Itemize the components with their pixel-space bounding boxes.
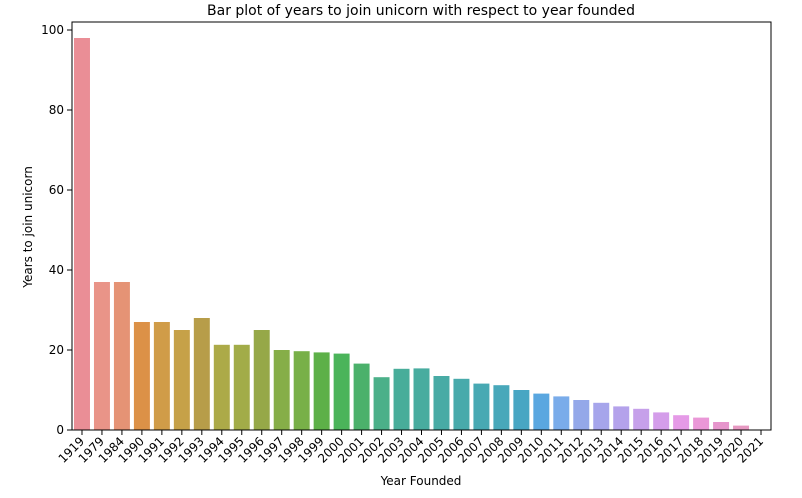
bar-1992 — [173, 330, 190, 430]
plot-frame — [71, 21, 772, 431]
bar-2006 — [453, 378, 470, 430]
bar-1994 — [213, 344, 230, 430]
bar-2011 — [553, 396, 570, 430]
bar-1984 — [113, 282, 130, 430]
bar-2013 — [593, 402, 610, 430]
x-axis-label: Year Founded — [380, 474, 462, 488]
bar-1993 — [193, 318, 210, 430]
bar-1997 — [273, 350, 290, 430]
chart-title: Bar plot of years to join unicorn with r… — [207, 3, 635, 19]
bar-2020 — [733, 425, 750, 430]
y-axis: 0 20 40 60 80 100 — [41, 23, 72, 437]
bar-2004 — [413, 368, 430, 430]
bar-2010 — [533, 393, 550, 430]
bar-2007 — [473, 383, 490, 430]
y-tick-label: 20 — [49, 343, 64, 357]
bar-2014 — [613, 406, 630, 430]
bars-group — [74, 38, 750, 430]
y-tick-label: 60 — [49, 183, 64, 197]
bar-1999 — [313, 352, 330, 430]
y-tick-label: 100 — [41, 23, 64, 37]
bar-1979 — [93, 282, 110, 430]
bar-2019 — [713, 422, 730, 430]
bar-2012 — [573, 400, 590, 430]
bar-2008 — [493, 385, 510, 430]
bar-1995 — [233, 344, 250, 430]
bar-2018 — [693, 417, 710, 430]
bar-1998 — [293, 351, 310, 430]
x-axis: 1919197919841990199119921993199419951996… — [56, 430, 766, 466]
y-tick-label: 0 — [56, 423, 64, 437]
bar-2016 — [653, 412, 670, 430]
bar-2003 — [393, 368, 410, 430]
bar-2002 — [373, 377, 390, 430]
bar-1991 — [153, 322, 170, 430]
y-tick-label: 80 — [49, 103, 64, 117]
y-axis-label: Years to join unicorn — [21, 166, 35, 289]
bar-2000 — [333, 353, 350, 430]
bar-1919 — [74, 38, 90, 430]
bar-1990 — [133, 322, 150, 430]
bar-2015 — [633, 408, 650, 430]
bar-2001 — [353, 363, 370, 430]
bar-1996 — [253, 330, 270, 430]
bar-2005 — [433, 376, 450, 430]
bar-2017 — [673, 415, 690, 430]
y-tick-label: 40 — [49, 263, 64, 277]
bar-2009 — [513, 390, 530, 430]
